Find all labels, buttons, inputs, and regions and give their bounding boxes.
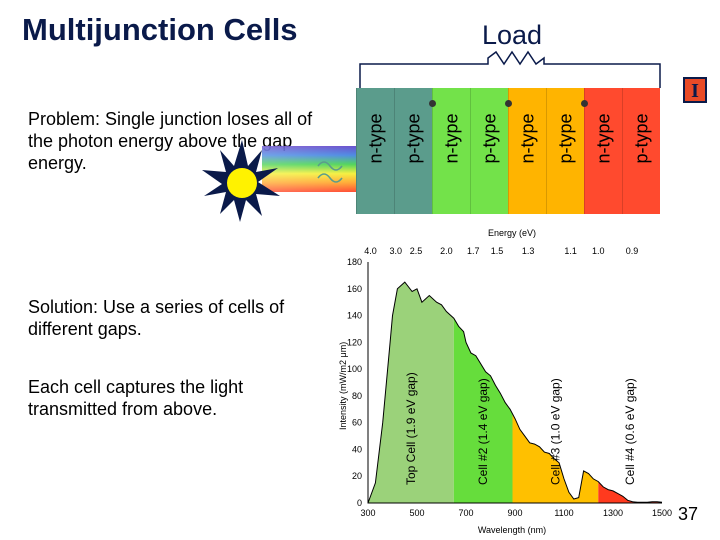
load-label: Load (482, 20, 543, 50)
energy-tick-label: 1.5 (491, 246, 504, 256)
cell-stack: n-type p-type n-type p-type n-type p-type n-ty… (356, 88, 660, 214)
slide-number: 37 (678, 504, 699, 524)
problem-text: Problem: Single junction loses all of th… (28, 109, 313, 173)
x-tick-label: 1100 (554, 508, 573, 518)
cell-layer-3: n-type (432, 88, 470, 214)
wavelength-axis-title: Wavelength (nm) (478, 525, 546, 535)
x-tick-label: 1300 (603, 508, 623, 518)
sun-icon (227, 168, 257, 198)
energy-tick-label: 1.7 (467, 246, 480, 256)
cell-layer-5: n-type (508, 88, 546, 214)
energy-tick-label: 4.0 (364, 246, 377, 256)
y-tick-label: 80 (352, 391, 362, 401)
intensity-axis-title: Intensity (mW/m2 μm) (338, 342, 348, 430)
cell-band-label: Cell #4 (0.6 eV gap) (623, 378, 637, 485)
cell-layer-6: p-type (546, 88, 588, 214)
contact-dot (505, 100, 512, 107)
energy-tick-label: 1.1 (564, 246, 577, 256)
load-wire (359, 50, 661, 88)
energy-tick-label: 1.3 (522, 246, 535, 256)
cell-layer-4: p-type (470, 88, 512, 214)
y-tick-label: 40 (352, 444, 362, 454)
x-tick-label: 500 (409, 508, 424, 518)
energy-tick-label: 3.0 (390, 246, 403, 256)
y-tick-label: 100 (347, 364, 362, 374)
y-tick-label: 140 (347, 311, 362, 321)
cell-layer-1: n-type (356, 88, 394, 214)
cell-band-3 (512, 414, 599, 503)
cell-layer-7: n-type (584, 88, 622, 214)
x-tick-label: 300 (360, 508, 375, 518)
cell-band-label: Cell #3 (1.0 eV gap) (548, 378, 562, 485)
solution-text: Solution: Use a series of cells of diffe… (28, 297, 285, 339)
cell-band-label: Cell #2 (1.4 eV gap) (476, 378, 490, 485)
y-tick-label: 180 (347, 257, 362, 267)
capture-text: Each cell captures the light transmitted… (28, 377, 244, 419)
energy-tick-label: 1.0 (592, 246, 605, 256)
energy-tick-label: 2.0 (440, 246, 453, 256)
x-tick-label: 700 (458, 508, 473, 518)
cell-band-1 (368, 282, 454, 503)
y-tick-label: 160 (347, 284, 362, 294)
y-tick-label: 0 (357, 498, 362, 508)
cell-layer-8: p-type (622, 88, 660, 214)
contact-dot (581, 100, 588, 107)
cell-band-2 (453, 318, 513, 503)
spectrum-line (367, 281, 663, 504)
energy-tick-label: 0.9 (626, 246, 639, 256)
chart-axes (367, 262, 662, 504)
cell-band-label: Top Cell (1.9 eV gap) (404, 372, 418, 485)
y-tick-label: 60 (352, 418, 362, 428)
energy-tick-label: 2.5 (410, 246, 423, 256)
photon-waves (317, 161, 343, 183)
y-tick-label: 120 (347, 337, 362, 347)
y-tick-label: 20 (352, 471, 362, 481)
cell-band-4 (598, 481, 662, 503)
university-logo (683, 77, 707, 103)
slide-title: Multijunction Cells (22, 12, 298, 47)
contact-dot (429, 100, 436, 107)
logo-glyph: I (691, 80, 699, 102)
x-tick-label: 900 (507, 508, 522, 518)
x-tick-label: 1500 (652, 508, 672, 518)
cell-layer-2: p-type (394, 88, 436, 214)
energy-axis-title: Energy (eV) (488, 228, 536, 238)
